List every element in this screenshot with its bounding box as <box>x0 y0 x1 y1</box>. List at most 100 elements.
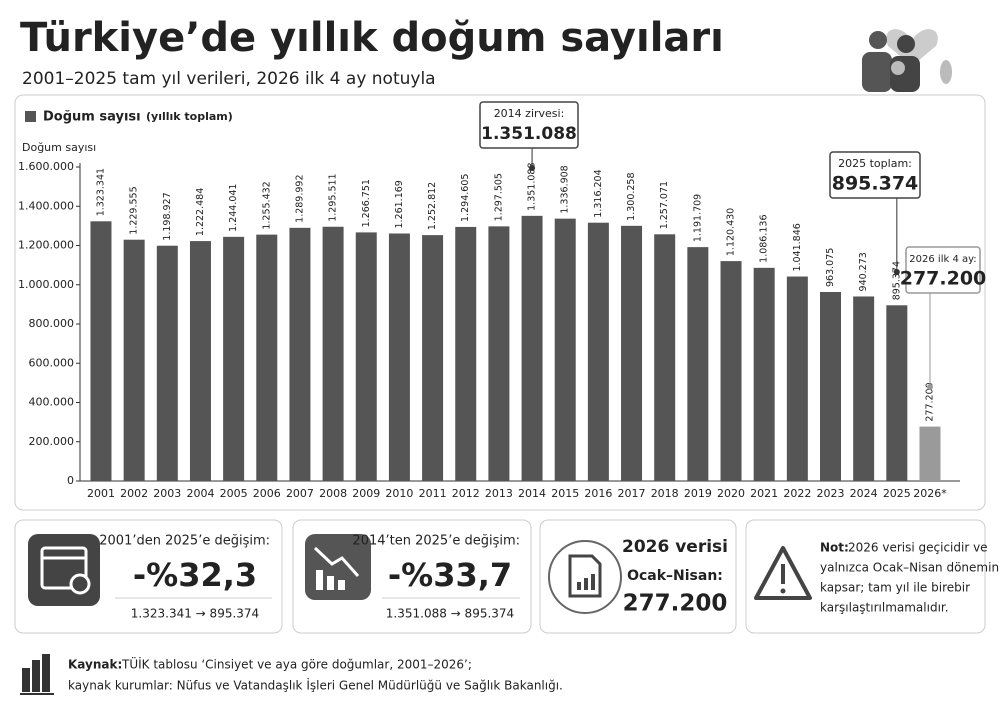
bar <box>90 221 112 482</box>
value-label: 1.222.484 <box>195 188 206 236</box>
value-label: 1.257.071 <box>659 181 670 229</box>
value-label: 1.261.169 <box>394 180 405 228</box>
value-label: 1.336.908 <box>560 165 571 213</box>
source-line: TÜİK tablosu ‘Cinsiyet ve aya göre doğum… <box>121 656 472 672</box>
value-label: 1.041.846 <box>792 223 803 271</box>
x-tick-label: 2003 <box>153 487 181 500</box>
x-tick-label: 2026* <box>913 487 947 500</box>
bar <box>621 225 643 481</box>
card-detail: 1.323.341 → 895.374 <box>131 607 259 621</box>
callout-title: 2014 zirvesi: <box>494 107 565 120</box>
callout-value: 895.374 <box>832 173 919 195</box>
bar <box>488 226 510 481</box>
note-line: karşılaştırılmamalıdır. <box>820 601 949 615</box>
value-label: 1.323.341 <box>95 168 106 216</box>
calendar-icon <box>28 534 100 606</box>
legend-note: (yıllık toplam) <box>146 110 233 123</box>
x-tick-label: 2017 <box>618 487 646 500</box>
value-label: 1.252.812 <box>427 182 438 230</box>
bar <box>886 305 908 481</box>
x-tick-label: 2018 <box>651 487 679 500</box>
bar <box>587 222 609 482</box>
x-tick-label: 2022 <box>783 487 811 500</box>
bar <box>853 296 875 481</box>
y-tick-label: 1.600.000 <box>18 160 74 173</box>
x-tick-label: 2008 <box>319 487 347 500</box>
bar <box>554 218 576 481</box>
y-tick-label: 1.400.000 <box>18 199 74 212</box>
callout-box <box>479 101 579 149</box>
value-label: 277.200 <box>924 382 935 421</box>
y-tick-label: 1.200.000 <box>18 239 74 252</box>
y-tick-label: 200.000 <box>29 435 75 448</box>
legend-swatch <box>25 111 36 122</box>
bar <box>223 236 245 481</box>
title: Türkiye’de yıllık doğum sayıları <box>20 15 724 61</box>
bar <box>720 261 742 481</box>
family-icon <box>862 29 952 92</box>
value-label: 1.351.088 <box>527 162 538 210</box>
x-tick-label: 2001 <box>87 487 115 500</box>
bar <box>786 276 808 481</box>
y-tick-label: 600.000 <box>29 356 75 369</box>
y-axis-label: Doğum sayısı <box>22 141 96 154</box>
callout-title: 2025 toplam: <box>838 157 912 170</box>
value-label: 1.295.511 <box>328 173 339 221</box>
value-label: 1.198.927 <box>162 192 173 240</box>
card-title: 2001’den 2025’e değişim: <box>99 534 270 549</box>
x-tick-label: 2023 <box>817 487 845 500</box>
source-icon <box>20 654 54 695</box>
bar <box>455 226 477 481</box>
source-line: kaynak kurumlar: Nüfus ve Vatandaşlık İş… <box>68 678 563 693</box>
subtitle: 2001–2025 tam yıl verileri, 2026 ilk 4 a… <box>22 69 436 89</box>
note-lead: Not: <box>820 541 849 555</box>
value-label: 895.374 <box>891 261 902 300</box>
card-title: 2014’ten 2025’e değişim: <box>352 534 520 549</box>
bar <box>256 234 278 481</box>
bar <box>355 232 377 481</box>
callout-box <box>905 246 981 294</box>
x-tick-label: 2010 <box>385 487 413 500</box>
callout-value: 1.351.088 <box>481 124 577 144</box>
warning-icon <box>754 546 812 600</box>
value-label: 1.294.605 <box>460 174 471 222</box>
value-label: 1.244.041 <box>228 183 239 231</box>
value-label: 1.289.992 <box>294 174 305 222</box>
x-tick-label: 2016 <box>584 487 612 500</box>
x-tick-label: 2011 <box>419 487 447 500</box>
source-lead: Kaynak: <box>68 658 122 672</box>
value-label: 1.229.555 <box>129 186 140 234</box>
x-tick-label: 2019 <box>684 487 712 500</box>
x-tick-label: 2004 <box>186 487 214 500</box>
bar <box>322 226 344 481</box>
value-label: 1.316.204 <box>593 169 604 217</box>
x-tick-label: 2007 <box>286 487 314 500</box>
card <box>539 519 737 634</box>
callout-value: 277.200 <box>900 268 987 290</box>
x-tick-label: 2009 <box>352 487 380 500</box>
callout-box <box>829 151 921 199</box>
callout-dot <box>529 165 536 171</box>
value-label: 1.297.505 <box>493 173 504 221</box>
x-tick-label: 2015 <box>551 487 579 500</box>
x-tick-label: 2012 <box>452 487 480 500</box>
bar <box>919 426 941 481</box>
value-label: 1.086.136 <box>759 214 770 262</box>
x-tick-label: 2013 <box>485 487 513 500</box>
value-label: 1.120.430 <box>726 208 737 256</box>
card-title: 2026 verisi <box>622 537 728 557</box>
x-tick-label: 2014 <box>518 487 546 500</box>
bar <box>123 239 145 481</box>
x-tick-label: 2024 <box>850 487 878 500</box>
callout-dot <box>926 384 933 390</box>
bar <box>687 247 709 481</box>
x-tick-label: 2020 <box>717 487 745 500</box>
note-line: kapsar; tam yıl ile birebir <box>820 581 970 595</box>
bar <box>388 233 410 481</box>
bar <box>820 291 841 481</box>
value-label: 1.300.258 <box>626 172 637 220</box>
bar <box>422 235 444 481</box>
y-tick-label: 1.000.000 <box>18 278 74 291</box>
card-subtitle: Ocak–Nisan: <box>627 568 723 584</box>
value-label: 1.255.432 <box>261 181 272 229</box>
